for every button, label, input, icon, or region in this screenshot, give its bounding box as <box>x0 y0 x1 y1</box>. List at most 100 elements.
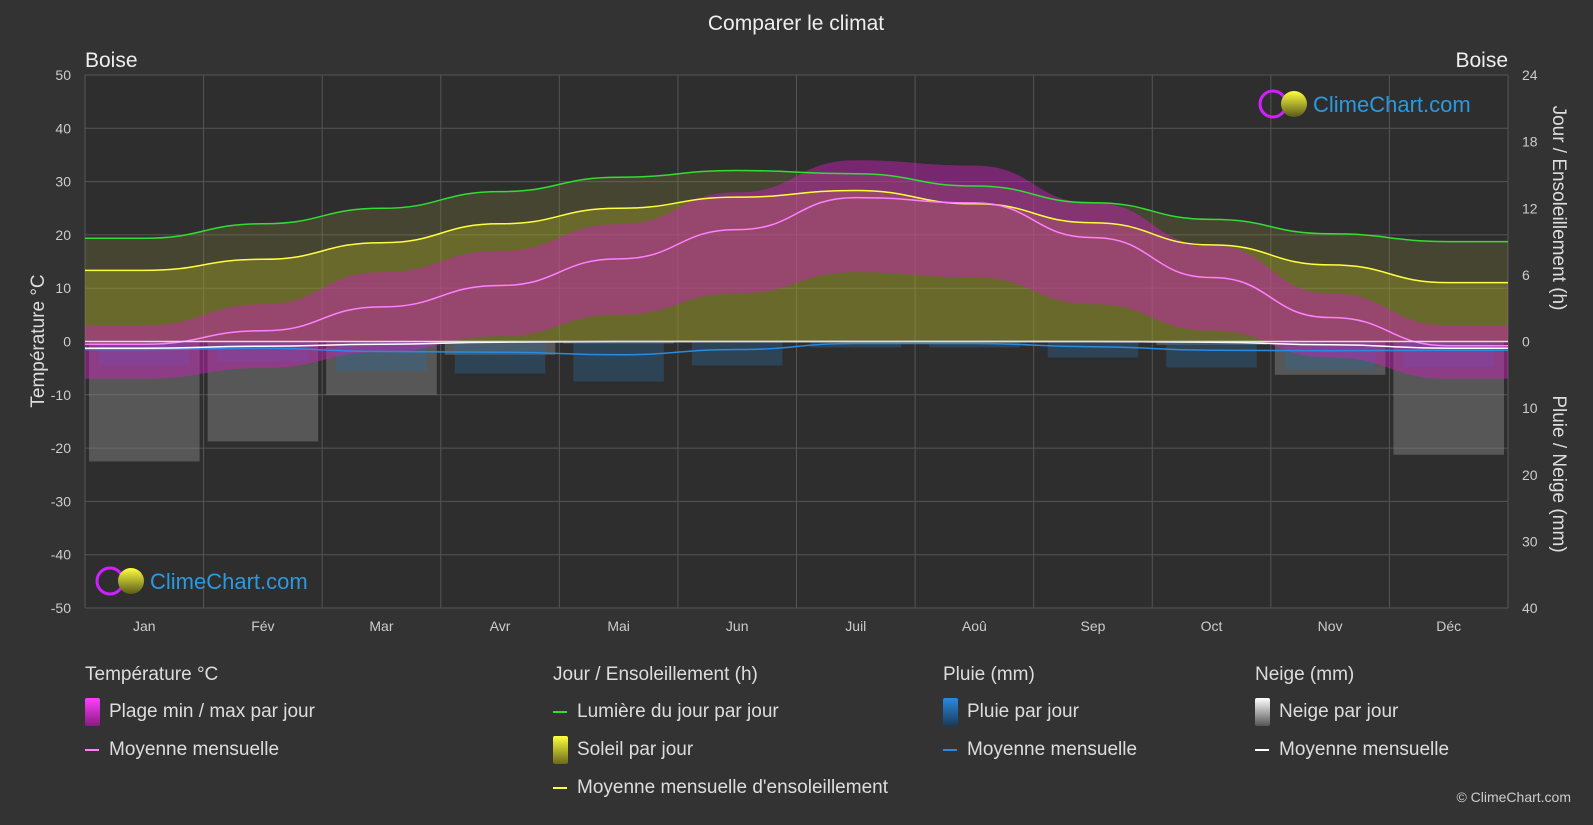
daylight-band <box>85 170 1508 283</box>
temperature-range-area <box>85 160 1508 379</box>
snow-bar <box>1393 341 1504 455</box>
brand-logo-text: ClimeChart.com <box>1313 92 1471 117</box>
legend-label: Moyenne mensuelle d'ensoleillement <box>577 777 888 798</box>
legend-item-temp-range: Plage min / max par jour <box>85 698 315 726</box>
right-axis-title-precip: Pluie / Neige (mm) <box>1548 395 1569 552</box>
month-label: Mar <box>369 618 393 634</box>
rain-bar <box>810 341 902 348</box>
right-axis-ticks-precip: 10 20 30 40 <box>1522 400 1538 616</box>
temp-mean-swatch <box>85 749 99 751</box>
month-label: Oct <box>1201 618 1223 634</box>
legend-label: Soleil par jour <box>577 739 694 760</box>
sunshine-swatch <box>553 736 568 764</box>
month-label: Jan <box>133 618 156 634</box>
legend-label: Plage min / max par jour <box>109 701 315 722</box>
right-axis-ticks-sun: 24 18 12 6 0 <box>1522 67 1538 350</box>
tick-label: -20 <box>51 440 71 456</box>
month-label: Mai <box>607 618 630 634</box>
month-label: Avr <box>490 618 511 634</box>
tick-label: 40 <box>1522 600 1538 616</box>
legend-label: Neige par jour <box>1279 701 1399 722</box>
legend-rain: Pluie (mm) Pluie par jour Moyenne mensue… <box>943 662 1137 774</box>
left-axis-title: Température °C <box>28 274 49 407</box>
legend-label: Moyenne mensuelle <box>109 739 280 760</box>
legend-snow: Neige (mm) Neige par jour Moyenne mensue… <box>1255 662 1449 774</box>
rain-bar <box>691 341 783 366</box>
legend-heading: Neige (mm) <box>1255 664 1355 685</box>
legend-item-snow-mean: Moyenne mensuelle <box>1255 736 1449 764</box>
tick-label: 10 <box>1522 400 1538 416</box>
tick-label: 30 <box>55 174 71 190</box>
chart-title: Comparer le climat <box>708 12 884 35</box>
tick-label: 30 <box>1522 533 1538 549</box>
legend-heading: Température °C <box>85 664 219 685</box>
rain-bar <box>1284 341 1376 370</box>
legend-sun: Jour / Ensoleillement (h) Lumière du jou… <box>553 662 888 812</box>
tick-label: 10 <box>55 280 71 296</box>
legend-temperature: Température °C Plage min / max par jour … <box>85 662 315 774</box>
x-axis-month-labels: Jan Fév Mar Avr Mai Jun Juil Aoû Sep Oct Nov Déc <box>133 618 1461 634</box>
snow-mean-swatch <box>1255 749 1269 751</box>
daylight-line <box>85 169 1508 243</box>
rain-mean-line <box>85 342 1508 356</box>
copyright: © ClimeChart.com <box>1456 789 1571 805</box>
precipitation-bars <box>89 341 1504 462</box>
brand-logo-top: ClimeChart.com <box>1258 89 1471 119</box>
location-right: Boise <box>1455 49 1508 72</box>
month-label: Déc <box>1436 618 1461 634</box>
legend-label: Lumière du jour par jour <box>577 701 779 722</box>
tick-label: 24 <box>1522 67 1538 83</box>
location-left: Boise <box>85 49 138 72</box>
legend-label: Moyenne mensuelle <box>967 739 1138 760</box>
logo-sun-icon <box>118 568 144 594</box>
rain-bar <box>1166 341 1257 368</box>
snow-bar <box>207 341 319 442</box>
daylight-swatch <box>553 711 567 713</box>
legend-item-daylight: Lumière du jour par jour <box>553 698 888 726</box>
tick-label: 0 <box>63 334 71 350</box>
sunshine-mean-swatch <box>553 787 567 789</box>
tick-label: -40 <box>51 547 71 563</box>
rain-bar <box>929 341 1020 348</box>
legend-item-rain-mean: Moyenne mensuelle <box>943 736 1137 764</box>
tick-label: 6 <box>1522 267 1530 283</box>
legend-item-temp-mean: Moyenne mensuelle <box>85 736 315 764</box>
rain-bar <box>454 341 546 374</box>
brand-logo-bottom: ClimeChart.com <box>95 566 308 596</box>
tick-label: 20 <box>1522 467 1538 483</box>
snow-bar <box>1274 341 1386 375</box>
legend-item-sunshine-mean: Moyenne mensuelle d'ensoleillement <box>553 774 888 802</box>
snow-swatch <box>1255 698 1270 726</box>
rain-bar <box>336 341 427 372</box>
legend-label: Moyenne mensuelle <box>1279 739 1450 760</box>
tick-label: 12 <box>1522 200 1538 216</box>
temperature-mean-line <box>85 196 1508 347</box>
tick-label: -50 <box>51 600 71 616</box>
month-label: Fév <box>251 618 274 634</box>
month-label: Juil <box>845 618 866 634</box>
temp-range-swatch <box>85 698 100 726</box>
brand-logo-text: ClimeChart.com <box>150 569 308 594</box>
month-label: Nov <box>1318 618 1343 634</box>
tick-label: 18 <box>1522 134 1538 150</box>
legend-item-sunshine: Soleil par jour <box>553 736 888 764</box>
tick-label: 0 <box>1522 334 1530 350</box>
legend-label: Pluie par jour <box>967 701 1079 722</box>
tick-label: 20 <box>55 227 71 243</box>
legend-heading: Jour / Ensoleillement (h) <box>553 664 758 685</box>
left-axis-ticks: 50 40 30 20 10 0 -10 -20 -30 -40 -50 <box>51 67 71 616</box>
rain-swatch <box>943 698 958 726</box>
logo-sun-icon <box>1281 91 1307 117</box>
legend: Température °C Plage min / max par jour … <box>0 662 1593 802</box>
snow-bar <box>1156 341 1267 345</box>
month-label: Sep <box>1080 618 1105 634</box>
tick-label: -30 <box>51 493 71 509</box>
legend-heading: Pluie (mm) <box>943 664 1035 685</box>
rain-bar <box>573 341 664 382</box>
sunshine-area <box>85 190 1508 342</box>
month-label: Jun <box>726 618 749 634</box>
snow-bar <box>563 341 674 344</box>
month-label: Aoû <box>962 618 987 634</box>
tick-label: -10 <box>51 387 71 403</box>
